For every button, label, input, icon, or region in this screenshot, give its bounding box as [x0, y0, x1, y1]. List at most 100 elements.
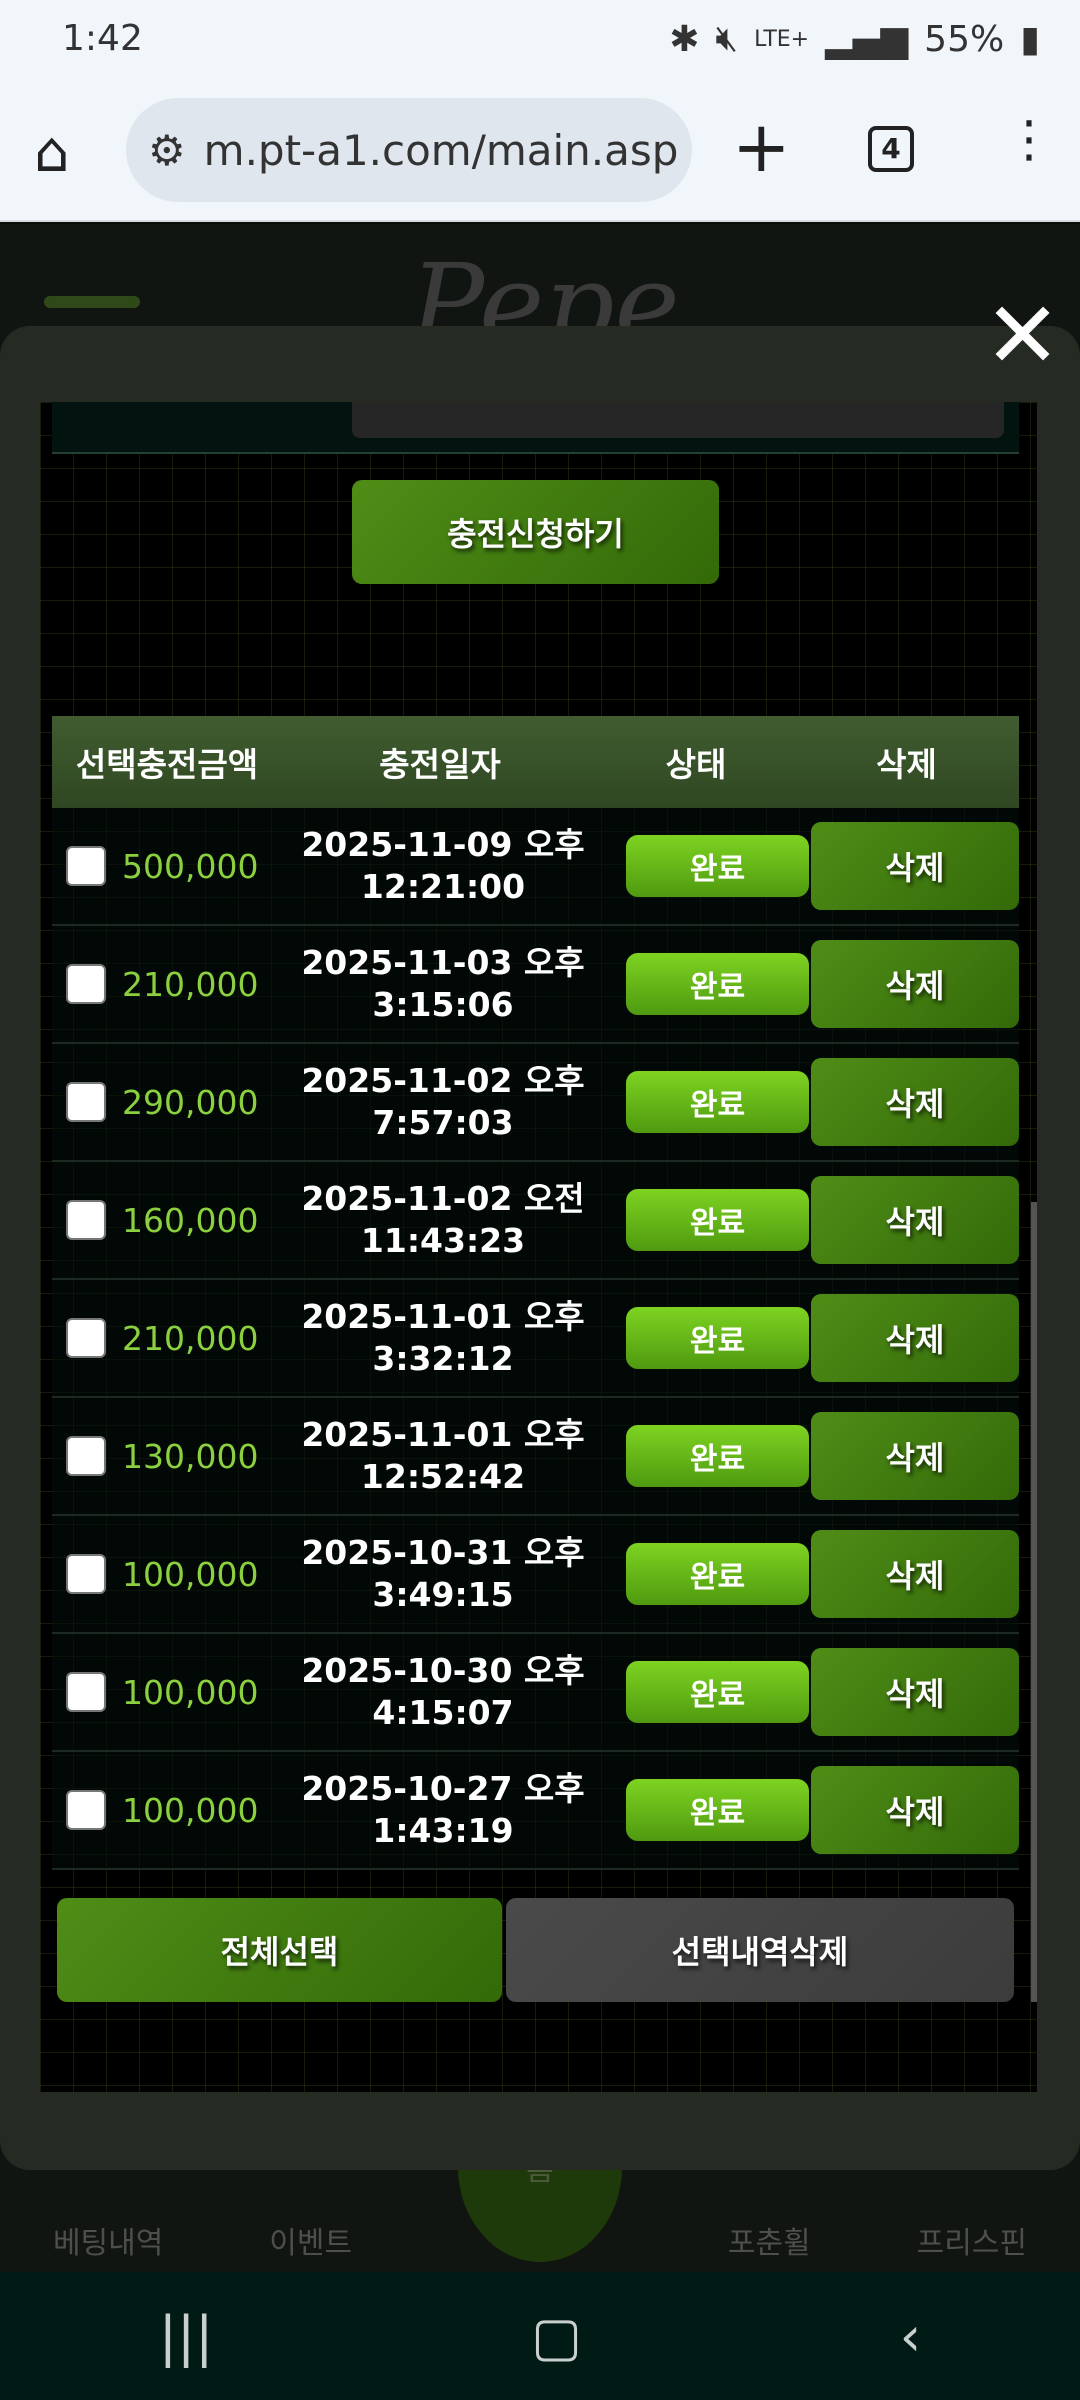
- date-text: 2025-11-02 오전: [301, 1179, 585, 1218]
- status-badge: 완료: [626, 1307, 809, 1369]
- charge-date: 2025-11-09 오후 12:21:00: [298, 824, 588, 908]
- status-badge: 완료: [626, 1543, 809, 1605]
- hamburger-icon: [44, 296, 140, 308]
- form-input[interactable]: [352, 402, 1004, 438]
- charge-amount: 100,000: [122, 1672, 259, 1712]
- table-row: 210,000 2025-11-01 오후 3:32:12 완료 삭제: [52, 1280, 1019, 1398]
- select-all-button[interactable]: 전체선택: [57, 1898, 502, 2002]
- row-checkbox[interactable]: [66, 846, 106, 886]
- charge-date: 2025-11-03 오후 3:15:06: [298, 942, 588, 1026]
- status-badge: 완료: [626, 1071, 809, 1133]
- status-badge: 완료: [626, 1779, 809, 1841]
- time-text: 7:57:03: [372, 1103, 514, 1142]
- date-text: 2025-11-01 오후: [301, 1297, 585, 1336]
- delete-button[interactable]: 삭제: [811, 1176, 1019, 1264]
- date-text: 2025-10-30 오후: [301, 1651, 585, 1690]
- delete-button[interactable]: 삭제: [811, 1412, 1019, 1500]
- charge-amount: 500,000: [122, 846, 259, 886]
- date-text: 2025-11-01 오후: [301, 1415, 585, 1454]
- status-badge: 완료: [626, 835, 809, 897]
- charge-amount: 160,000: [122, 1200, 259, 1240]
- row-checkbox[interactable]: [66, 964, 106, 1004]
- bottom-nav: 베팅내역 이벤트 홈 포춘휠 프리스핀: [0, 2072, 1080, 2272]
- status-badge: 완료: [626, 1661, 809, 1723]
- close-icon[interactable]: ✕: [984, 282, 1062, 389]
- time-text: 11:43:23: [360, 1221, 526, 1260]
- nav-free-spin[interactable]: 프리스핀: [916, 2226, 1028, 2261]
- time-text: 12:21:00: [360, 867, 526, 906]
- recent-apps-icon[interactable]: |||: [158, 2304, 214, 2368]
- time-text: 3:15:06: [372, 985, 514, 1024]
- nav-event[interactable]: 이벤트: [269, 2226, 353, 2261]
- charge-date: 2025-10-30 오후 4:15:07: [298, 1650, 588, 1734]
- charge-date: 2025-10-27 오후 1:43:19: [298, 1768, 588, 1852]
- lte-icon: LTE+: [754, 26, 810, 52]
- battery-icon: ▮: [1020, 18, 1040, 60]
- charge-amount: 290,000: [122, 1082, 259, 1122]
- charge-amount: 100,000: [122, 1554, 259, 1594]
- site-settings-icon[interactable]: ⚙: [148, 125, 186, 175]
- table-row: 130,000 2025-11-01 오후 12:52:42 완료 삭제: [52, 1398, 1019, 1516]
- clock: 1:42: [62, 18, 143, 59]
- header-delete: 삭제: [876, 745, 937, 784]
- form-row: [52, 402, 1019, 454]
- table-row: 100,000 2025-10-31 오후 3:49:15 완료 삭제: [52, 1516, 1019, 1634]
- tab-count-button[interactable]: 4: [868, 126, 914, 172]
- delete-button[interactable]: 삭제: [811, 1058, 1019, 1146]
- row-checkbox[interactable]: [66, 1318, 106, 1358]
- signal-icon: ▂▄▆: [825, 18, 909, 60]
- row-checkbox[interactable]: [66, 1790, 106, 1830]
- scrollbar[interactable]: [1031, 1202, 1037, 2002]
- table-row: 100,000 2025-10-27 오후 1:43:19 완료 삭제: [52, 1752, 1019, 1870]
- status-badge: 완료: [626, 953, 809, 1015]
- table-header: 선택충전금액 충전일자 상태 삭제: [52, 716, 1019, 808]
- row-checkbox[interactable]: [66, 1436, 106, 1476]
- date-text: 2025-11-09 오후: [301, 825, 585, 864]
- date-text: 2025-10-31 오후: [301, 1533, 585, 1572]
- new-tab-icon[interactable]: +: [732, 106, 791, 188]
- charge-date: 2025-11-02 오후 7:57:03: [298, 1060, 588, 1144]
- time-text: 1:43:19: [372, 1811, 514, 1850]
- header-date: 충전일자: [379, 745, 501, 784]
- delete-button[interactable]: 삭제: [811, 1766, 1019, 1854]
- home-icon[interactable]: ⌂: [34, 120, 70, 185]
- charge-amount: 210,000: [122, 964, 259, 1004]
- modal-content: 충전신청하기 선택충전금액 충전일자 상태 삭제 500,000 2025-11…: [40, 402, 1037, 2092]
- table-body: 500,000 2025-11-09 오후 12:21:00 완료 삭제 210,…: [52, 808, 1019, 1870]
- browser-toolbar: ⌂ ⚙ m.pt-a1.com/main.asp + 4 ⋮: [0, 80, 1080, 222]
- nav-fortune-wheel[interactable]: 포춘휠: [727, 2226, 811, 2261]
- row-checkbox[interactable]: [66, 1200, 106, 1240]
- back-icon[interactable]: ‹: [899, 2304, 922, 2368]
- delete-button[interactable]: 삭제: [811, 1294, 1019, 1382]
- nav-betting[interactable]: 베팅내역: [52, 2226, 164, 2261]
- delete-button[interactable]: 삭제: [811, 1530, 1019, 1618]
- charge-amount: 130,000: [122, 1436, 259, 1476]
- row-checkbox[interactable]: [66, 1554, 106, 1594]
- time-text: 12:52:42: [360, 1457, 526, 1496]
- time-text: 4:15:07: [372, 1693, 514, 1732]
- bluetooth-icon: ✱: [669, 18, 700, 60]
- more-menu-icon[interactable]: ⋮: [1004, 110, 1054, 168]
- apply-charge-button[interactable]: 충전신청하기: [352, 480, 719, 584]
- row-checkbox[interactable]: [66, 1672, 106, 1712]
- charge-amount: 100,000: [122, 1790, 259, 1830]
- date-text: 2025-11-02 오후: [301, 1061, 585, 1100]
- delete-button[interactable]: 삭제: [811, 940, 1019, 1028]
- time-text: 3:49:15: [372, 1575, 514, 1614]
- header-status: 상태: [665, 745, 727, 784]
- mute-icon: 🔇︎: [715, 18, 739, 59]
- row-checkbox[interactable]: [66, 1082, 106, 1122]
- url-text: m.pt-a1.com/main.asp: [203, 125, 679, 175]
- charge-date: 2025-11-01 오후 12:52:42: [298, 1414, 588, 1498]
- home-button-icon[interactable]: ▢: [530, 2304, 582, 2368]
- table-row: 290,000 2025-11-02 오후 7:57:03 완료 삭제: [52, 1044, 1019, 1162]
- status-badge: 완료: [626, 1425, 809, 1487]
- url-field[interactable]: ⚙ m.pt-a1.com/main.asp: [126, 98, 692, 202]
- time-text: 3:32:12: [372, 1339, 514, 1378]
- delete-selected-button[interactable]: 선택내역삭제: [506, 1898, 1014, 2002]
- delete-button[interactable]: 삭제: [811, 1648, 1019, 1736]
- delete-button[interactable]: 삭제: [811, 822, 1019, 910]
- table-row: 160,000 2025-11-02 오전 11:43:23 완료 삭제: [52, 1162, 1019, 1280]
- charge-date: 2025-10-31 오후 3:49:15: [298, 1532, 588, 1616]
- table-row: 500,000 2025-11-09 오후 12:21:00 완료 삭제: [52, 808, 1019, 926]
